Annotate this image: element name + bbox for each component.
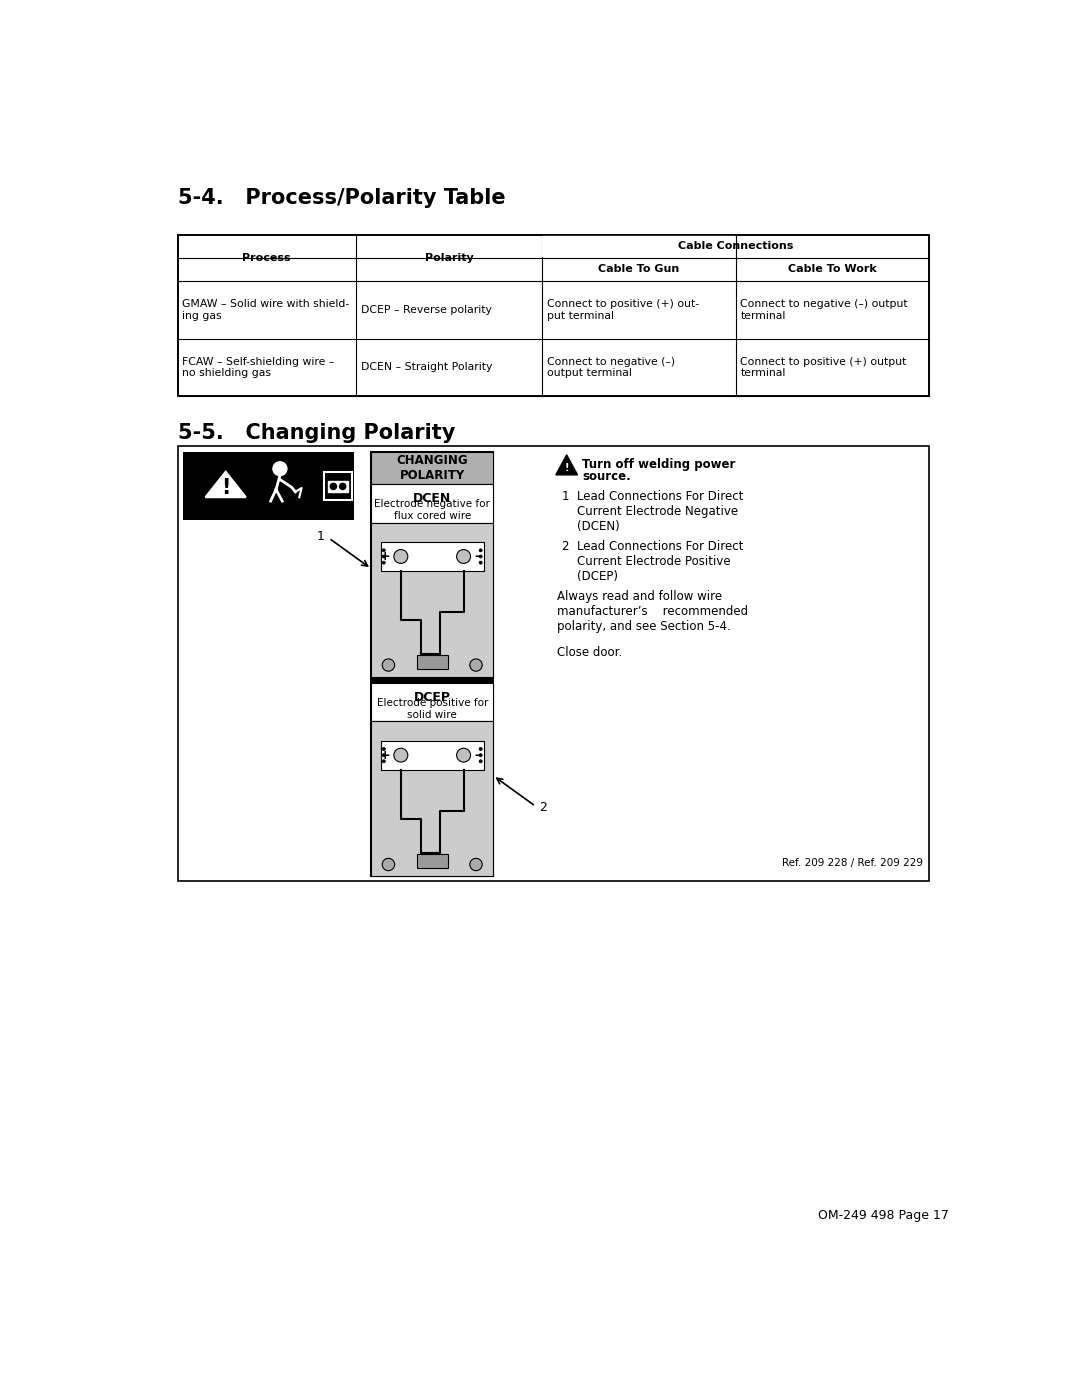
Bar xyxy=(372,451,494,876)
Text: 2: 2 xyxy=(540,802,548,814)
Text: 1: 1 xyxy=(562,490,569,503)
Circle shape xyxy=(480,753,482,757)
Circle shape xyxy=(394,549,408,563)
Bar xyxy=(324,472,352,500)
Circle shape xyxy=(457,749,471,763)
Bar xyxy=(372,522,494,676)
Text: Connect to positive (+) out-
put terminal: Connect to positive (+) out- put termina… xyxy=(546,299,699,320)
Polygon shape xyxy=(556,455,578,475)
Text: Electrode negative for
flux cored wire: Electrode negative for flux cored wire xyxy=(375,500,490,521)
Bar xyxy=(380,542,484,571)
Text: !: ! xyxy=(565,462,569,474)
Bar xyxy=(372,676,494,683)
Circle shape xyxy=(480,760,482,763)
Text: Lead Connections For Direct
Current Electrode Negative
(DCEN): Lead Connections For Direct Current Elec… xyxy=(577,490,743,534)
Polygon shape xyxy=(205,472,246,497)
Text: source.: source. xyxy=(582,471,631,483)
Circle shape xyxy=(382,747,386,750)
Text: OM-249 498 Page 17: OM-249 498 Page 17 xyxy=(818,1208,948,1222)
Text: Connect to negative (–)
output terminal: Connect to negative (–) output terminal xyxy=(546,356,675,379)
Circle shape xyxy=(273,462,287,475)
Bar xyxy=(372,485,494,522)
Text: Cable Connections: Cable Connections xyxy=(678,242,794,251)
Bar xyxy=(372,683,494,721)
Bar xyxy=(542,235,735,257)
Text: GMAW – Solid wire with shield-
ing gas: GMAW – Solid wire with shield- ing gas xyxy=(183,299,350,320)
Text: Process: Process xyxy=(242,253,292,263)
Bar xyxy=(372,451,494,485)
Circle shape xyxy=(330,483,337,489)
Circle shape xyxy=(394,749,408,763)
Text: Turn off welding power: Turn off welding power xyxy=(582,458,735,471)
Circle shape xyxy=(480,549,482,552)
Text: +: + xyxy=(379,749,390,761)
Text: 5-4.   Process/Polarity Table: 5-4. Process/Polarity Table xyxy=(177,189,505,208)
Text: Close door.: Close door. xyxy=(557,645,623,659)
Bar xyxy=(372,721,494,876)
Circle shape xyxy=(382,760,386,763)
Text: –: – xyxy=(474,749,481,761)
Text: Connect to positive (+) output
terminal: Connect to positive (+) output terminal xyxy=(740,356,906,379)
Bar xyxy=(380,740,484,770)
Text: –: – xyxy=(474,550,481,563)
Bar xyxy=(417,855,448,869)
Text: +: + xyxy=(379,550,390,563)
Circle shape xyxy=(480,562,482,564)
Text: DCEP: DCEP xyxy=(414,692,450,704)
Text: Cable To Gun: Cable To Gun xyxy=(598,264,679,274)
Text: 5-5.   Changing Polarity: 5-5. Changing Polarity xyxy=(177,423,455,443)
Circle shape xyxy=(382,549,386,552)
Text: DCEN – Straight Polarity: DCEN – Straight Polarity xyxy=(361,362,491,373)
Text: DCEP – Reverse polarity: DCEP – Reverse polarity xyxy=(361,305,491,314)
Text: CHANGING
POLARITY: CHANGING POLARITY xyxy=(396,454,468,482)
Text: !: ! xyxy=(221,478,230,497)
Circle shape xyxy=(480,747,482,750)
Circle shape xyxy=(457,549,471,563)
Bar xyxy=(183,451,353,520)
Circle shape xyxy=(470,858,482,870)
Text: Cable To Work: Cable To Work xyxy=(788,264,877,274)
Text: FCAW – Self-shielding wire –
no shielding gas: FCAW – Self-shielding wire – no shieldin… xyxy=(183,356,335,379)
Text: DCEN: DCEN xyxy=(413,492,451,506)
Text: Electrode positive for
solid wire: Electrode positive for solid wire xyxy=(377,698,488,719)
Circle shape xyxy=(480,555,482,557)
Circle shape xyxy=(470,659,482,671)
Circle shape xyxy=(382,858,394,870)
Text: Ref. 209 228 / Ref. 209 229: Ref. 209 228 / Ref. 209 229 xyxy=(782,858,923,868)
Text: Polarity: Polarity xyxy=(424,253,473,263)
Bar xyxy=(177,447,930,882)
Circle shape xyxy=(382,659,394,671)
Bar xyxy=(328,481,348,492)
Text: 2: 2 xyxy=(562,541,569,553)
Text: Connect to negative (–) output
terminal: Connect to negative (–) output terminal xyxy=(740,299,908,320)
Bar xyxy=(417,655,448,669)
Circle shape xyxy=(382,555,386,557)
Text: Always read and follow wire
manufacturer’s    recommended
polarity, and see Sect: Always read and follow wire manufacturer… xyxy=(557,591,748,633)
Circle shape xyxy=(339,483,346,489)
Text: 1: 1 xyxy=(318,529,325,543)
Text: Lead Connections For Direct
Current Electrode Positive
(DCEP): Lead Connections For Direct Current Elec… xyxy=(577,541,743,584)
Bar xyxy=(177,235,930,397)
Circle shape xyxy=(382,753,386,757)
Circle shape xyxy=(382,562,386,564)
